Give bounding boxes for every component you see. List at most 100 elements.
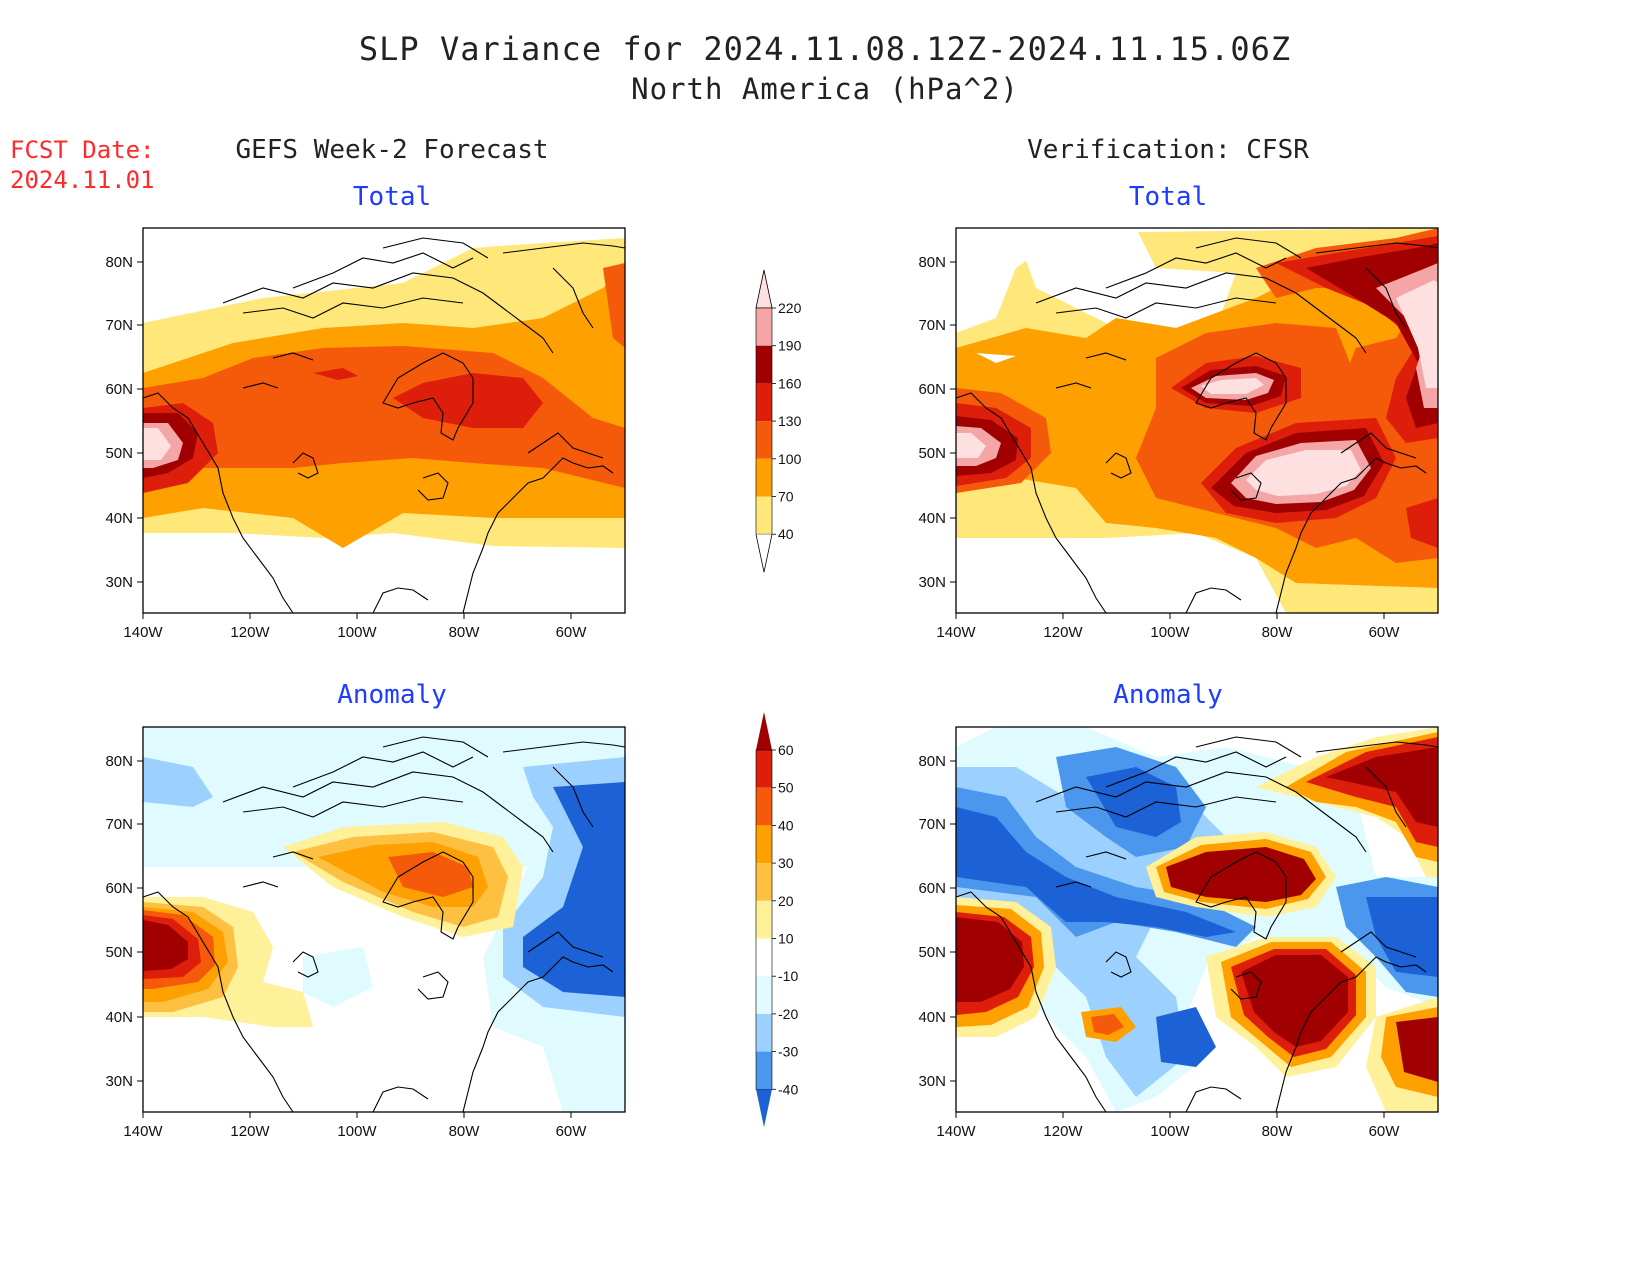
- coastline: [142, 891, 294, 1113]
- lat-tick-label: 30N: [105, 1073, 133, 1090]
- coastline: [1340, 931, 1417, 958]
- coastline: [552, 267, 594, 329]
- colorbar-extension-bottom: [755, 534, 773, 573]
- coastline: [222, 272, 554, 354]
- colorbar-label: 70: [778, 489, 794, 505]
- forecast-anomaly-title: Anomaly: [337, 680, 447, 710]
- coastline: [272, 851, 314, 860]
- coastline: [372, 587, 429, 614]
- coastline: [1365, 267, 1407, 329]
- coastline: [1085, 352, 1127, 361]
- coastline: [955, 891, 1107, 1113]
- lat-tick-label: 50N: [105, 944, 133, 961]
- coastline: [242, 382, 279, 389]
- lon-tick-label: 80W: [449, 1123, 481, 1140]
- colorbar-label: 50: [778, 780, 794, 796]
- coastline: [417, 971, 449, 1000]
- lat-tick-label: 30N: [918, 574, 946, 591]
- lat-tick-label: 50N: [918, 944, 946, 961]
- colorbar-box: [756, 863, 772, 901]
- map-border: [955, 726, 1439, 1113]
- map-border: [955, 227, 1439, 614]
- lon-tick-label: 100W: [1150, 1123, 1190, 1140]
- lat-tick-label: 60N: [105, 880, 133, 897]
- coastline: [552, 766, 594, 828]
- coastline: [1315, 741, 1439, 753]
- coastline: [1055, 881, 1092, 888]
- map-frame-1: 80N 70N 60N 50N 40N 30N 140W 120W 100W 80W 60W: [105, 227, 626, 641]
- lat-tick-label: 40N: [918, 1009, 946, 1026]
- colorbar-label: 20: [778, 893, 794, 909]
- coastline: [222, 771, 554, 853]
- lat-tick-label: 50N: [918, 445, 946, 462]
- coastline: [1105, 452, 1132, 479]
- fcst-date-value: 2024.11.01: [10, 166, 155, 194]
- colorbar-label: 60: [778, 742, 794, 758]
- lon-tick-label: 120W: [230, 624, 270, 641]
- coastline: [1195, 736, 1302, 758]
- colorbar-box: [756, 900, 772, 939]
- coastline-layer-4: [955, 736, 1439, 1113]
- lat-tick-label: 80N: [918, 753, 946, 770]
- coastline: [1195, 237, 1302, 259]
- coastline: [1195, 352, 1287, 441]
- lon-tick-label: 100W: [337, 624, 377, 641]
- lat-tick-label: 70N: [918, 317, 946, 334]
- verification-total-title: Total: [1128, 182, 1208, 212]
- colorbar-box: [756, 458, 772, 497]
- lat-tick-label: 70N: [105, 816, 133, 833]
- colorbar-box: [756, 383, 772, 422]
- coastline: [382, 736, 489, 758]
- forecast-date-block: FCST Date: 2024.11.01: [10, 135, 155, 195]
- colorbar-label: 100: [778, 451, 802, 467]
- map-frame-3: 80N 70N 60N 50N 40N 30N 140W 120W 100W 80W 60W: [105, 726, 626, 1140]
- lon-tick-label: 60W: [556, 624, 588, 641]
- coastline: [417, 472, 449, 501]
- coastline: [242, 297, 464, 319]
- colorbar-label: 30: [778, 855, 794, 871]
- coastline: [1230, 971, 1262, 1000]
- coastline: [462, 956, 614, 1113]
- colorbar-label: 190: [778, 338, 802, 354]
- colorbar-box: [756, 1013, 772, 1052]
- lat-tick-label: 40N: [918, 510, 946, 527]
- coastline: [527, 432, 604, 459]
- coastline: [292, 252, 474, 289]
- colorbar-label: 130: [778, 413, 802, 429]
- verification-total-map: [956, 228, 1438, 613]
- figure-title: SLP Variance for 2024.11.08.12Z-2024.11.…: [358, 30, 1292, 68]
- colorbar-label: -20: [778, 1006, 798, 1022]
- lat-tick-label: 40N: [105, 510, 133, 527]
- lat-tick-label: 60N: [105, 381, 133, 398]
- coastline: [1315, 242, 1439, 254]
- lat-tick-label: 80N: [918, 254, 946, 271]
- colorbar-extension-top: [756, 712, 772, 750]
- lon-tick-label: 60W: [1369, 1123, 1401, 1140]
- forecast-column-title: GEFS Week-2 Forecast: [235, 135, 549, 165]
- lon-tick-label: 140W: [936, 624, 976, 641]
- coastline: [292, 951, 319, 978]
- coastline: [142, 392, 294, 614]
- coastline: [1105, 252, 1287, 289]
- lon-tick-label: 80W: [1262, 624, 1294, 641]
- coastline: [382, 237, 489, 259]
- coastline: [292, 751, 474, 788]
- coastline: [1055, 796, 1277, 818]
- coastline: [1340, 432, 1417, 459]
- colorbar-extension-bottom: [756, 1089, 772, 1128]
- coastline: [1055, 382, 1092, 389]
- coastline: [382, 851, 474, 940]
- coastline: [1365, 766, 1407, 828]
- colorbar-box: [756, 1051, 772, 1090]
- colorbar-box: [756, 308, 772, 346]
- verification-column-title: Verification: CFSR: [1027, 135, 1309, 165]
- lat-tick-label: 40N: [105, 1009, 133, 1026]
- fcst-date-label: FCST Date:: [10, 136, 155, 164]
- forecast-total-title: Total: [352, 182, 432, 212]
- coastline: [1275, 956, 1427, 1113]
- coastline: [527, 931, 604, 958]
- lat-tick-label: 80N: [105, 753, 133, 770]
- colorbar-box: [756, 750, 772, 788]
